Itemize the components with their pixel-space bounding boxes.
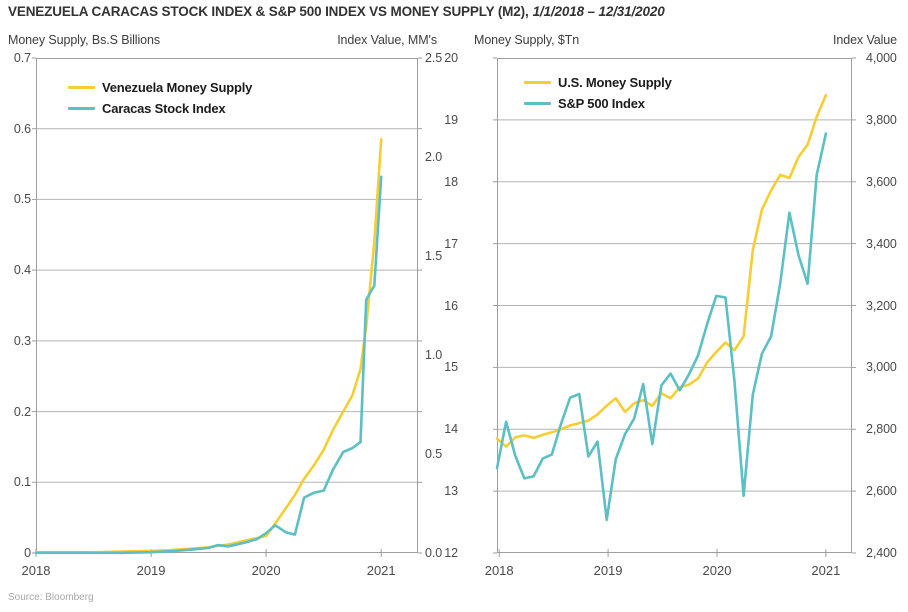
tick-label: 0.5 [13,192,31,207]
left-axis-ticks: 0.7 0.6 0.5 0.4 0.3 0.2 0.1 0 [0,51,31,560]
tick-label: 0.6 [13,121,31,136]
left-axis-title: Money Supply, Bs.S Billions [8,33,160,47]
tick-label: 17 [444,236,458,251]
tick-label: 0.4 [13,263,31,278]
tick-label: 12 [444,546,458,560]
legend-item-sp500-index: S&P 500 Index [524,93,672,114]
right-axis-ticks: 4,000 3,800 3,600 3,400 3,200 3,000 2,800 2,600… [866,51,908,560]
tick-label: 13 [444,484,458,499]
tick-label: 14 [444,422,458,437]
legend-label: U.S. Money Supply [558,75,672,90]
tick-label: 2019 [593,563,623,578]
tick-label: 0.5 [425,447,443,461]
tick-label: 2021 [366,563,396,578]
tick-label: 1.5 [425,249,443,263]
legend-label: Venezuela Money Supply [102,80,253,95]
tick-label: 2.0 [425,150,443,164]
right-axis-title: Index Value [833,33,897,47]
tick-label: 15 [444,360,458,375]
legend-label: S&P 500 Index [558,96,645,111]
tick-label: 0.0 [425,546,443,560]
legend-label: Caracas Stock Index [102,101,226,116]
us-money-supply-swatch-icon [524,81,551,84]
tick-label: 3,400 [866,236,897,251]
legend-item-us-money-supply: U.S. Money Supply [524,72,672,93]
page-title: VENEZUELA CARACAS STOCK INDEX & S&P 500 … [8,4,665,19]
tick-label: 19 [444,112,458,127]
tick-label: 2020 [702,563,732,578]
tick-label: 1.0 [425,348,443,362]
title-date-range: 1/1/2018 – 12/31/2020 [532,4,665,19]
left-axis-title: Money Supply, $Tn [474,33,580,47]
legend-item-caracas-stock-index: Caracas Stock Index [68,98,252,119]
title-main: VENEZUELA CARACAS STOCK INDEX & S&P 500 … [8,4,529,19]
x-axis-ticks: 2018 2019 2020 2021 [22,563,418,581]
tick-label: 2,400 [866,546,897,560]
tick-label: 3,800 [866,112,897,127]
venezuela-money-supply-swatch-icon [68,86,95,89]
source-label: Source: Bloomberg [8,592,94,603]
legend-item-venezuela-money-supply: Venezuela Money Supply [68,77,252,98]
venezuela-plot [32,57,422,557]
tick-label: 0 [24,546,31,560]
tick-label: 2018 [21,563,51,578]
tick-label: 18 [444,174,458,189]
tick-label: 2.5 [425,51,443,65]
right-axis-ticks: 2.5 2.0 1.5 1.0 0.5 0.0 [425,51,473,560]
tick-label: 2019 [136,563,166,578]
tick-label: 0.3 [13,333,31,348]
tick-label: 3,000 [866,360,897,375]
tick-label: 2,600 [866,484,897,499]
us-chart: Money Supply, $Tn Index Value 20 19 18 17 16… [444,33,897,578]
us-plot [493,57,856,557]
tick-label: 2,800 [866,422,897,437]
tick-label: 20 [444,51,458,65]
right-axis-title: Index Value, MM's [337,33,437,47]
tick-label: 16 [444,298,458,313]
tick-label: 0.7 [13,51,31,65]
venezuela-chart: Money Supply, Bs.S Billions Index Value,… [8,33,442,578]
legend: U.S. Money Supply S&P 500 Index [524,72,672,114]
sp500-index-swatch-icon [524,102,551,105]
legend: Venezuela Money Supply Caracas Stock Ind… [68,77,252,119]
tick-label: 3,200 [866,298,897,313]
tick-label: 3,600 [866,174,897,189]
tick-label: 2020 [251,563,281,578]
caracas-stock-index-swatch-icon [68,107,95,110]
tick-label: 0.1 [13,475,31,490]
tick-label: 2018 [484,563,514,578]
tick-label: 0.2 [13,404,31,419]
tick-label: 2021 [811,563,841,578]
left-axis-ticks: 20 19 18 17 16 15 14 13 12 [418,51,458,560]
tick-label: 4,000 [866,51,897,65]
x-axis-ticks: 2018 2019 2020 2021 [485,563,852,581]
